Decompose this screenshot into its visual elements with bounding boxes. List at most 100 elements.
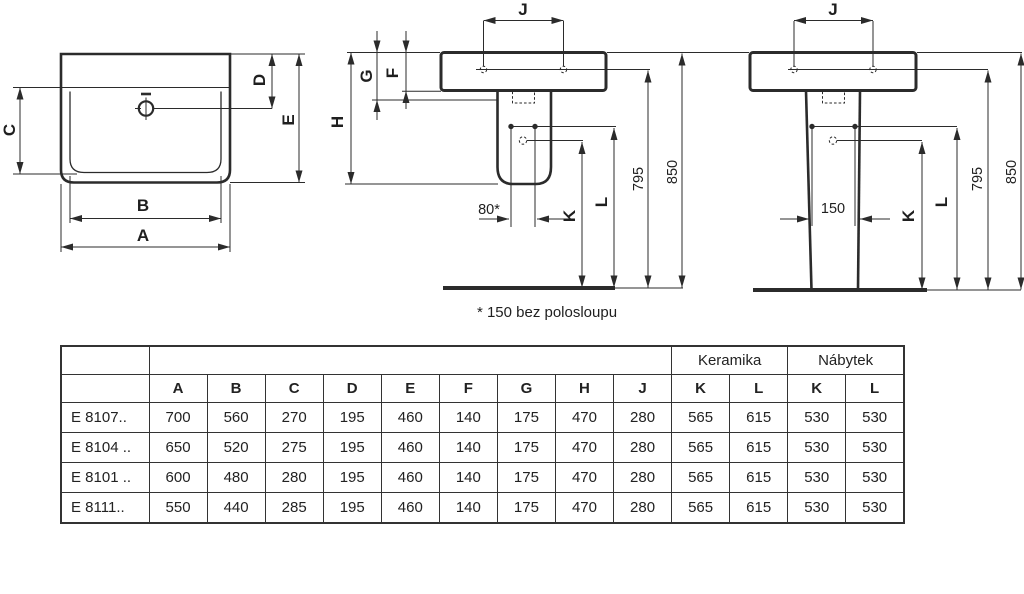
table-cell: 270 bbox=[264, 402, 324, 433]
dim-label-a: A bbox=[137, 226, 149, 245]
table-cell: 565 bbox=[671, 492, 731, 524]
dim-label-d: D bbox=[250, 74, 269, 86]
table-cell: 175 bbox=[496, 462, 556, 493]
table-cell: 560 bbox=[206, 402, 266, 433]
model-code: E 8101 .. bbox=[60, 462, 150, 493]
table-row: E 8104 .. 650 520 275 195 460 140 175 47… bbox=[60, 432, 905, 463]
dim-label-795-mid: 795 bbox=[631, 167, 647, 191]
table-row: E 8111.. 550 440 285 195 460 140 175 470… bbox=[60, 492, 905, 524]
dim-label-795-right: 795 bbox=[970, 167, 986, 191]
model-code: E 8104 .. bbox=[60, 432, 150, 463]
table-cell: 140 bbox=[438, 432, 498, 463]
col-header: A bbox=[148, 374, 208, 403]
table-cell: 650 bbox=[148, 432, 208, 463]
technical-drawing: D E C B A J G F bbox=[0, 0, 1024, 321]
table-cell: 615 bbox=[729, 462, 789, 493]
table-cell: 700 bbox=[148, 402, 208, 433]
col-header: B bbox=[206, 374, 266, 403]
table-cell: 275 bbox=[264, 432, 324, 463]
table-cell: 140 bbox=[438, 492, 498, 524]
table-cell: 280 bbox=[264, 462, 324, 493]
table-cell: 175 bbox=[496, 402, 556, 433]
dim-label-150: 150 bbox=[821, 201, 845, 217]
table-column-header-row: A B C D E F G H J K L K L bbox=[60, 374, 905, 403]
dim-label-j-mid: J bbox=[518, 0, 527, 19]
table-cell: 565 bbox=[671, 402, 731, 433]
dim-label-j-right: J bbox=[828, 0, 837, 19]
table-cell: 550 bbox=[148, 492, 208, 524]
table-cell: 195 bbox=[322, 402, 382, 433]
table-group-header-row: Keramika Nábytek bbox=[60, 345, 905, 375]
table-cell: 530 bbox=[845, 402, 905, 433]
dim-label-f: F bbox=[383, 68, 402, 78]
table-cell: 470 bbox=[554, 432, 615, 463]
table-cell: 460 bbox=[380, 432, 440, 463]
tap-hole-icon bbox=[135, 92, 155, 120]
table-cell: 175 bbox=[496, 492, 556, 524]
dim-label-850-right: 850 bbox=[1004, 160, 1020, 184]
table-cell: 460 bbox=[380, 402, 440, 433]
table-cell: 140 bbox=[438, 462, 498, 493]
table-cell: 565 bbox=[671, 432, 731, 463]
table-cell: 195 bbox=[322, 492, 382, 524]
table-cell: 530 bbox=[845, 432, 905, 463]
table-cell: 530 bbox=[787, 402, 847, 433]
table-cell: 615 bbox=[729, 432, 789, 463]
group-header-keramika: Keramika bbox=[671, 345, 789, 375]
dim-label-b: B bbox=[137, 196, 149, 215]
col-header: D bbox=[322, 374, 382, 403]
footnote: * 150 bez polosloupu bbox=[477, 304, 617, 321]
table-cell: 440 bbox=[206, 492, 266, 524]
dim-label-h: H bbox=[328, 116, 347, 128]
table-cell: 480 bbox=[206, 462, 266, 493]
col-header: J bbox=[612, 374, 673, 403]
table-cell: 520 bbox=[206, 432, 266, 463]
group-header-nabytek: Nábytek bbox=[787, 345, 905, 375]
dimension-table: Keramika Nábytek A B C D E F G H J K L K… bbox=[60, 345, 905, 524]
table-cell: 530 bbox=[845, 492, 905, 524]
col-header: L bbox=[845, 374, 905, 403]
table-cell: 470 bbox=[554, 402, 615, 433]
table-cell: 280 bbox=[612, 402, 673, 433]
table-cell: 460 bbox=[380, 492, 440, 524]
col-header: E bbox=[380, 374, 440, 403]
front-view: D E C B A bbox=[0, 52, 305, 252]
side-view-semi-pedestal: J G F H 80* K L 795 850 bbox=[328, 0, 749, 321]
dim-label-80: 80* bbox=[478, 202, 500, 218]
table-cell: 460 bbox=[380, 462, 440, 493]
table-cell: 600 bbox=[148, 462, 208, 493]
table-cell: 195 bbox=[322, 462, 382, 493]
dim-label-k-mid: K bbox=[560, 209, 579, 222]
table-cell: 565 bbox=[671, 462, 731, 493]
dim-label-g: G bbox=[357, 69, 376, 82]
dim-label-k-right: K bbox=[899, 209, 918, 222]
dim-label-850-mid: 850 bbox=[665, 160, 681, 184]
table-cell: 615 bbox=[729, 402, 789, 433]
dim-label-e: E bbox=[279, 114, 298, 125]
table-cell: 140 bbox=[438, 402, 498, 433]
table-cell: 530 bbox=[845, 462, 905, 493]
table-cell: 280 bbox=[612, 492, 673, 524]
dim-label-l-right: L bbox=[932, 197, 951, 207]
col-header: K bbox=[787, 374, 847, 403]
table-corner-cell bbox=[60, 345, 150, 375]
model-code: E 8107.. bbox=[60, 402, 150, 433]
col-header: F bbox=[438, 374, 498, 403]
col-header: H bbox=[554, 374, 615, 403]
table-spacer-cell bbox=[148, 345, 673, 375]
col-header: L bbox=[729, 374, 789, 403]
col-header: K bbox=[671, 374, 731, 403]
table-cell: 470 bbox=[554, 462, 615, 493]
col-header: G bbox=[496, 374, 556, 403]
dim-label-c: C bbox=[0, 124, 19, 136]
table-row: E 8101 .. 600 480 280 195 460 140 175 47… bbox=[60, 462, 905, 493]
table-row: E 8107.. 700 560 270 195 460 140 175 470… bbox=[60, 402, 905, 433]
table-cell: 280 bbox=[612, 462, 673, 493]
model-code: E 8111.. bbox=[60, 492, 150, 524]
table-cell: 530 bbox=[787, 462, 847, 493]
table-cell: 615 bbox=[729, 492, 789, 524]
table-cell: 280 bbox=[612, 432, 673, 463]
col-header: C bbox=[264, 374, 324, 403]
table-cell: 470 bbox=[554, 492, 615, 524]
